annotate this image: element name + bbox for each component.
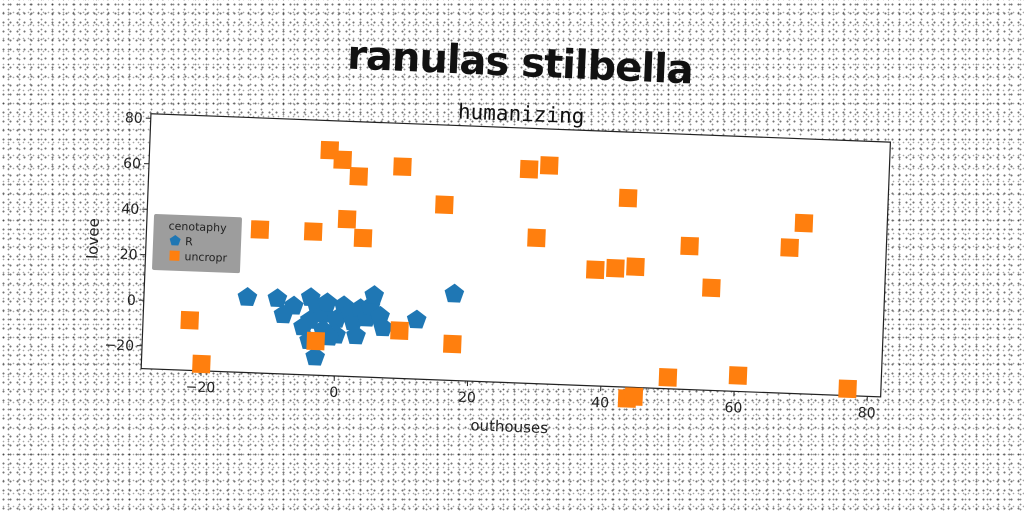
y-tick-label: 40 [121,201,139,218]
point-series-uncropr [519,159,539,179]
y-tick-label: 80 [125,110,143,127]
legend-marker [169,250,180,261]
point-series-uncropr [626,257,645,277]
x-tick-label: −20 [185,379,215,396]
point-series-uncropr [780,238,799,257]
point-series-r [444,283,465,303]
point-series-uncropr [624,387,644,406]
legend-marker [169,235,181,246]
legend-title: cenotaphy [168,219,227,234]
x-tick-label: 80 [857,405,875,422]
point-series-r [267,288,288,308]
point-series-uncropr [539,156,559,175]
point-series-uncropr [618,188,638,208]
point-series-uncropr [192,354,211,374]
x-tick-label: 20 [458,390,476,407]
point-series-r [237,287,258,306]
y-axis-label: lovee [83,218,103,259]
point-series-uncropr [250,220,270,239]
chart-subtitle: humanizing [458,100,585,129]
y-tick-label: 20 [119,247,137,264]
x-tick-label: 0 [329,385,339,401]
x-axis-label: outhouses [470,416,548,437]
legend-label: uncropr [184,250,227,265]
y-tick-label: 0 [127,293,137,309]
point-series-r [406,309,427,329]
point-series-r [273,304,294,324]
point-series-uncropr [333,150,353,170]
point-series-r [305,346,326,366]
point-series-uncropr [349,167,369,186]
point-series-uncropr [680,236,699,256]
plot-area [140,113,892,398]
point-series-uncropr [585,260,605,280]
point-series-uncropr [353,228,373,248]
x-tick-label: 60 [724,400,742,417]
point-series-r [317,292,338,312]
legend-label: R [185,235,193,248]
y-tick-label: 60 [123,156,141,173]
point-series-uncropr [658,368,678,387]
x-tick-label: 40 [591,395,609,412]
point-series-uncropr [393,157,412,177]
point-series-uncropr [303,222,323,241]
point-series-uncropr [527,228,546,248]
point-series-uncropr [442,334,462,354]
point-series-uncropr [606,258,625,278]
point-series-r [346,325,366,345]
point-series-uncropr [838,379,857,399]
point-series-uncropr [702,278,721,298]
point-series-uncropr [337,209,357,229]
point-series-uncropr [180,310,200,330]
point-series-r [364,285,385,305]
y-tick-label: −20 [104,337,134,354]
point-series-uncropr [390,321,409,340]
point-series-r [293,316,313,336]
point-series-uncropr [435,195,454,215]
point-series-uncropr [306,331,326,351]
point-series-r [373,317,393,337]
point-series-uncropr [794,213,814,233]
point-series-uncropr [728,366,748,385]
